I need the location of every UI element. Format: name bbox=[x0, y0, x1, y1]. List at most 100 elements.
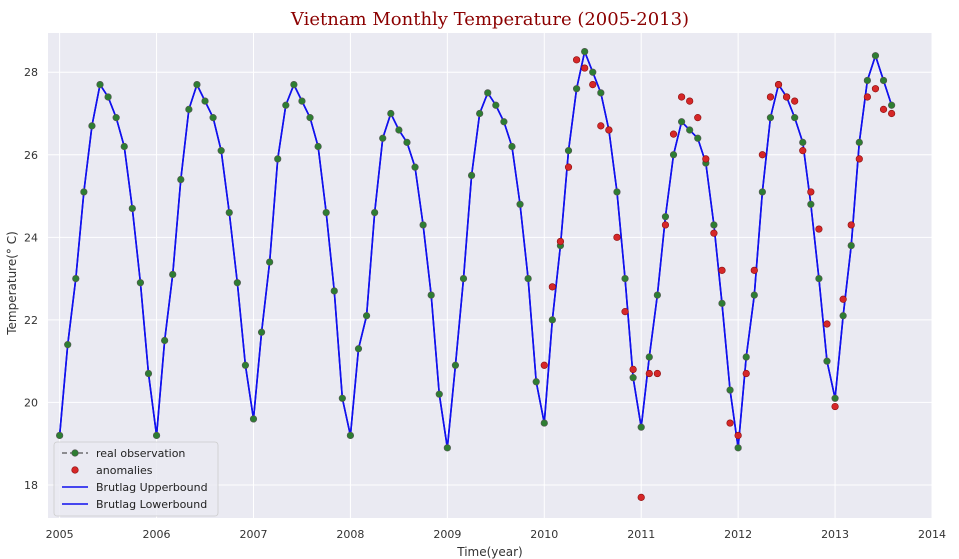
observation-point bbox=[152, 431, 161, 440]
observation-point bbox=[427, 291, 435, 299]
observation-point bbox=[750, 291, 758, 299]
observation-point bbox=[799, 138, 807, 146]
observation-point bbox=[56, 431, 64, 440]
x-axis-ticks: 2005 2006 2007 2008 2009 2010 2011 2012 2013 2014 bbox=[46, 528, 946, 541]
observation-point bbox=[185, 105, 193, 113]
observation-point bbox=[96, 80, 104, 89]
observation-point bbox=[241, 361, 250, 369]
anomaly-point bbox=[677, 93, 686, 101]
observation-point bbox=[524, 274, 532, 283]
anomaly-point bbox=[815, 225, 823, 233]
anomaly-point bbox=[572, 56, 581, 64]
x-tick-label: 2014 bbox=[918, 528, 946, 541]
series-layer bbox=[56, 47, 896, 501]
y-tick-label: 24 bbox=[24, 231, 38, 244]
observation-point bbox=[346, 431, 355, 440]
observation-point bbox=[879, 76, 888, 85]
observation-point bbox=[419, 221, 427, 229]
anomaly-point bbox=[597, 122, 605, 130]
observation-point bbox=[548, 316, 556, 324]
observation-point bbox=[338, 394, 346, 402]
anomaly-point bbox=[855, 155, 863, 163]
observation-point bbox=[653, 291, 661, 299]
observation-point bbox=[726, 386, 734, 394]
observation-point bbox=[274, 155, 282, 163]
anomaly-point bbox=[871, 85, 880, 93]
observation-point bbox=[855, 138, 863, 146]
observation-point bbox=[871, 52, 880, 60]
observation-point bbox=[314, 142, 322, 151]
legend-box bbox=[53, 441, 219, 517]
grid-lines bbox=[48, 33, 933, 518]
y-tick-label: 26 bbox=[24, 149, 38, 162]
anomaly-point bbox=[783, 93, 791, 101]
x-tick-label: 2006 bbox=[143, 528, 171, 541]
observation-point bbox=[572, 85, 581, 93]
observation-point bbox=[742, 353, 750, 361]
x-tick-label: 2011 bbox=[627, 528, 655, 541]
observation-point bbox=[209, 114, 217, 122]
anomaly-point bbox=[888, 109, 896, 118]
anomaly-point bbox=[581, 64, 589, 72]
anomaly-point bbox=[710, 229, 718, 237]
y-tick-label: 28 bbox=[24, 66, 38, 79]
observation-point bbox=[443, 444, 451, 452]
observation-point bbox=[387, 109, 395, 118]
observation-point bbox=[282, 101, 290, 109]
anomaly-point bbox=[621, 308, 629, 316]
anomaly-point bbox=[807, 188, 815, 196]
observation-point bbox=[112, 114, 120, 122]
x-axis-label: Time(year) bbox=[456, 545, 523, 559]
legend-entry: Brutlag Lowerbound bbox=[96, 498, 207, 511]
anomaly-point bbox=[758, 151, 766, 159]
anomaly-point bbox=[766, 93, 775, 101]
observation-point bbox=[64, 341, 72, 349]
anomaly-point bbox=[613, 233, 621, 241]
y-axis-ticks: 18 20 22 24 26 28 bbox=[24, 66, 38, 492]
anomaly-point bbox=[589, 80, 597, 89]
legend-entry: real observation bbox=[96, 447, 185, 460]
anomaly-point bbox=[839, 295, 847, 303]
observation-point bbox=[564, 147, 573, 155]
observation-point bbox=[80, 188, 88, 196]
observation-point bbox=[807, 200, 815, 208]
observation-point bbox=[306, 114, 314, 122]
anomaly-point bbox=[540, 361, 548, 369]
anomaly-point bbox=[791, 97, 799, 105]
observation-point bbox=[613, 188, 621, 196]
observation-point bbox=[266, 258, 274, 266]
y-tick-label: 18 bbox=[24, 479, 38, 492]
anomaly-point bbox=[799, 147, 807, 155]
x-tick-label: 2012 bbox=[724, 528, 752, 541]
plot-area bbox=[48, 33, 932, 518]
anomaly-point bbox=[637, 493, 645, 501]
anomaly-point bbox=[879, 105, 888, 113]
anomaly-point bbox=[645, 369, 653, 378]
x-tick-label: 2005 bbox=[46, 528, 74, 541]
observation-point bbox=[863, 76, 871, 85]
observation-point bbox=[839, 312, 847, 320]
observation-point bbox=[225, 208, 233, 217]
anomaly-point bbox=[661, 221, 670, 229]
anomaly-point bbox=[669, 130, 678, 138]
legend-swatch-observation-marker bbox=[71, 449, 79, 457]
observation-point bbox=[177, 175, 185, 184]
observation-point bbox=[467, 171, 476, 180]
legend-swatch-anomaly bbox=[71, 466, 79, 474]
observation-point bbox=[169, 270, 177, 279]
chart-title: Vietnam Monthly Temperature (2005-2013) bbox=[290, 9, 689, 30]
anomaly-point bbox=[686, 97, 694, 105]
anomaly-point bbox=[823, 320, 831, 328]
observation-point bbox=[72, 274, 80, 283]
observation-point bbox=[540, 419, 548, 427]
observation-point bbox=[677, 118, 686, 126]
observation-point bbox=[637, 423, 645, 431]
observation-point bbox=[435, 390, 443, 398]
observation-point bbox=[403, 138, 411, 146]
observation-point bbox=[128, 204, 136, 213]
observation-point bbox=[508, 142, 516, 151]
observation-point bbox=[484, 89, 492, 97]
observation-point bbox=[104, 93, 112, 101]
legend-entry: Brutlag Upperbound bbox=[96, 481, 208, 494]
